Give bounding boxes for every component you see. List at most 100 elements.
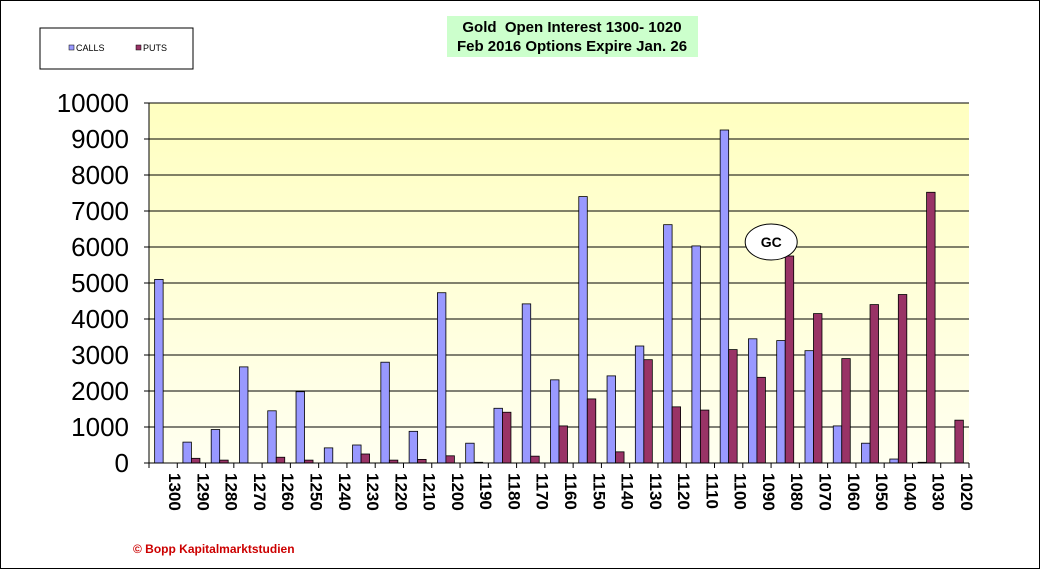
bar-puts-1290	[191, 457, 201, 464]
bar-calls-1180	[493, 407, 503, 464]
bar-calls-1290	[182, 441, 192, 464]
bar-calls-1130	[634, 345, 645, 464]
x-tick-label: 1210	[420, 473, 439, 511]
chart-title: Gold Open Interest 1300- 1020 Feb 2016 O…	[447, 16, 698, 57]
bar-calls-1150	[578, 196, 588, 464]
bar-calls-1190	[465, 442, 475, 464]
y-tick-label: 3000	[71, 340, 129, 370]
bar-puts-1110	[699, 409, 710, 464]
bar-puts-1040	[897, 294, 908, 464]
y-tick-label: 4000	[71, 304, 129, 334]
y-tick-label: 10000	[57, 88, 129, 118]
bar-calls-1040	[889, 458, 899, 464]
y-tick-label: 2000	[71, 376, 129, 406]
bar-puts-1080	[784, 255, 795, 464]
y-tick-label: 8000	[71, 160, 129, 190]
x-tick-label: 1060	[844, 473, 863, 511]
x-tick-label: 1040	[900, 473, 919, 511]
x-tick-label: 1180	[504, 473, 523, 510]
bars	[154, 129, 964, 464]
bar-calls-1240	[323, 447, 334, 464]
x-tick-label: 1090	[759, 473, 778, 511]
legend-label-puts: PUTS	[143, 43, 167, 53]
x-tick-label: 1200	[448, 473, 467, 511]
gc-callout-bubble	[744, 223, 798, 261]
bar-calls-1090	[748, 338, 758, 464]
bar-calls-1140	[606, 375, 616, 464]
bar-calls-1220	[380, 361, 390, 464]
bar-puts-1180	[502, 411, 512, 464]
bar-puts-1140	[615, 451, 625, 464]
bar-calls-1100	[719, 129, 730, 464]
y-tick-label: 5000	[71, 268, 129, 298]
x-tick-label: 1160	[561, 473, 580, 510]
y-axis-ticks: 0 1000 2000 3000 4000 5000 6000 7000 8000 9000 100…	[57, 88, 149, 478]
bar-puts-1210	[417, 458, 427, 464]
bar-puts-1130	[643, 359, 653, 464]
x-tick-label: 1100	[731, 473, 750, 510]
bar-puts-1230	[360, 453, 370, 464]
bar-calls-1280	[210, 429, 221, 464]
x-tick-label: 1280	[222, 473, 241, 511]
bar-puts-1170	[530, 455, 540, 464]
x-tick-label: 1080	[787, 473, 806, 511]
x-tick-label: 1220	[391, 473, 410, 511]
y-tick-label: 6000	[71, 232, 129, 262]
bar-calls-1200	[436, 292, 447, 464]
x-tick-label: 1250	[307, 473, 326, 511]
bar-puts-1100	[728, 349, 738, 464]
title-line-1: Gold Open Interest 1300- 1020	[462, 19, 681, 36]
legend: CALLS PUTS	[39, 27, 194, 70]
bar-puts-1120	[671, 406, 681, 464]
bar-puts-1260	[275, 456, 286, 464]
x-tick-label: 1150	[589, 473, 608, 510]
x-tick-label: 1230	[363, 473, 382, 511]
bar-calls-1050	[861, 442, 871, 464]
y-tick-label: 1000	[71, 412, 129, 442]
x-tick-label: 1030	[929, 473, 948, 511]
bar-puts-1200	[445, 455, 455, 464]
bar-calls-1110	[691, 245, 701, 464]
legend-swatch-puts	[135, 44, 142, 51]
bar-calls-1080	[776, 340, 786, 464]
y-tick-label: 7000	[71, 196, 129, 226]
title-line-2: Feb 2016 Options Expire Jan. 26	[457, 38, 687, 55]
bar-puts-1150	[586, 398, 597, 464]
bar-puts-1030	[926, 191, 936, 464]
bar-puts-1020	[954, 419, 964, 464]
x-tick-label: 1020	[957, 473, 976, 511]
x-tick-label: 1240	[335, 473, 354, 511]
gc-callout: GC	[744, 223, 798, 261]
x-tick-label: 1130	[646, 473, 665, 510]
bar-puts-1060	[841, 358, 851, 464]
x-tick-label: 1270	[250, 473, 269, 511]
gc-callout-label: GC	[761, 234, 782, 250]
bar-calls-1300	[154, 278, 164, 464]
x-tick-label: 1290	[193, 473, 212, 511]
bar-calls-1120	[663, 224, 673, 464]
legend-box	[39, 27, 194, 70]
bar-calls-1270	[239, 366, 249, 464]
gridlines	[149, 102, 969, 428]
y-tick-label: 9000	[71, 124, 129, 154]
x-tick-label: 1260	[278, 473, 297, 511]
legend-swatch-calls	[68, 44, 75, 51]
title-background	[447, 16, 698, 57]
x-tick-label: 1110	[702, 473, 721, 509]
bar-calls-1210	[408, 430, 419, 464]
x-tick-label: 1300	[165, 473, 184, 511]
bar-calls-1230	[352, 444, 362, 464]
legend-label-calls: CALLS	[76, 43, 105, 53]
y-tick-label: 0	[115, 448, 129, 478]
x-tick-label: 1120	[674, 473, 693, 510]
x-axis-ticks: 1300 1290 1280 1270 1260 1250 1240 1230 1220 1210…	[148, 463, 976, 511]
bar-puts-1160	[558, 425, 568, 464]
copyright-text: © Bopp Kapitalmarktstudien	[133, 542, 295, 556]
x-tick-label: 1050	[872, 473, 891, 511]
bar-calls-1060	[832, 425, 843, 464]
bar-calls-1170	[521, 303, 532, 464]
bar-calls-1160	[550, 379, 560, 464]
bar-puts-1090	[756, 376, 766, 464]
